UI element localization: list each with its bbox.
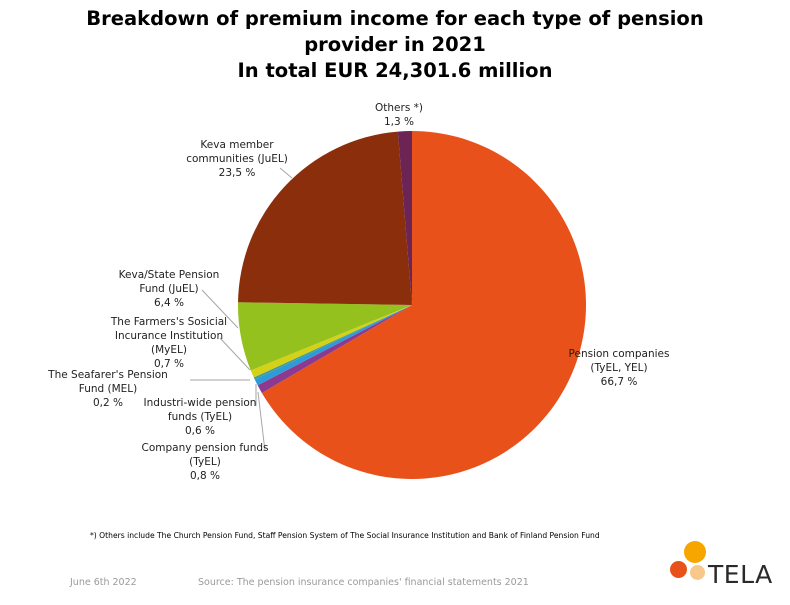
pie-slice-8 <box>397 131 412 305</box>
slice-label-4: The Seafarer's Pension Fund (MEL) 0,2 % <box>47 369 168 409</box>
pie-slice-6 <box>237 302 412 371</box>
slice-label-line: 0,2 % <box>93 397 123 409</box>
slice-label-line: (TyEL, YEL) <box>590 362 647 374</box>
pie-slice-4 <box>253 305 412 380</box>
pie-slice-5 <box>250 305 412 378</box>
footer-date: June 6th 2022 <box>70 577 137 588</box>
slice-label-line: The Seafarer's Pension <box>47 369 168 381</box>
slice-label-line: 0,6 % <box>185 425 215 437</box>
slice-label-2: Company pension funds (TyEL) 0,8 % <box>141 442 268 482</box>
slice-label-line: Industri-wide pension <box>144 397 257 409</box>
logo-dot-light <box>690 565 705 580</box>
slice-label-line: 0,7 % <box>154 358 184 370</box>
logo-text: TELA <box>708 560 773 589</box>
slice-label-1: Pension companies (TyEL, YEL) 66,7 % <box>569 348 670 388</box>
slice-label-7: Keva member communities (JuEL) 23,5 % <box>186 139 288 179</box>
logo-dot-red <box>670 561 687 578</box>
slice-label-8: Others *) 1,3 % <box>375 102 423 128</box>
slice-label-line: Fund (JuEL) <box>139 283 198 295</box>
slice-label-line: The Farmers's Sosicial <box>110 316 227 328</box>
slice-label-6: Keva/State Pension Fund (JuEL) 6,4 % <box>119 269 220 309</box>
pie-slice-7 <box>238 131 412 305</box>
slice-label-line: Keva/State Pension <box>119 269 220 281</box>
pie-slice-3 <box>254 305 412 386</box>
slice-label-line: Keva member <box>200 139 274 151</box>
slice-label-line: (TyEL) <box>189 456 221 468</box>
slice-labels: Pension companies (TyEL, YEL) 66,7 % Compan… <box>47 102 669 482</box>
slice-label-line: funds (TyEL) <box>168 411 232 423</box>
logo-dot-orange <box>684 541 706 563</box>
chart-title: Breakdown of premium income for each typ… <box>0 6 790 84</box>
leader-line-2 <box>257 391 266 452</box>
pie-slice-1 <box>261 131 587 479</box>
leader-line-5 <box>219 337 251 371</box>
slice-label-line: 1,3 % <box>384 116 414 128</box>
title-line-3: In total EUR 24,301.6 million <box>237 59 553 82</box>
slice-label-line: 23,5 % <box>219 167 256 179</box>
slice-label-line: Incurance Institution <box>115 330 223 342</box>
slice-label-line: (MyEL) <box>151 344 187 356</box>
slice-label-line: Pension companies <box>569 348 670 360</box>
slice-label-line: Company pension funds <box>141 442 268 454</box>
slice-label-line: 66,7 % <box>601 376 638 388</box>
footnote: *) Others include The Church Pension Fun… <box>90 531 600 540</box>
pie-slice-2 <box>257 305 412 393</box>
leader-line-6 <box>201 289 239 329</box>
pie-chart: Pension companies (TyEL, YEL) 66,7 % Compan… <box>47 102 669 482</box>
title-line-2: provider in 2021 <box>304 33 486 56</box>
title-line-1: Breakdown of premium income for each typ… <box>86 7 704 30</box>
leader-lines <box>190 167 293 452</box>
slice-label-line: 6,4 % <box>154 297 184 309</box>
slice-label-line: Fund (MEL) <box>79 383 138 395</box>
leader-line-7 <box>279 167 293 179</box>
slice-label-line: communities (JuEL) <box>186 153 288 165</box>
slice-label-line: 0,8 % <box>190 470 220 482</box>
slice-label-3: Industri-wide pension funds (TyEL) 0,6 % <box>144 397 257 437</box>
slice-label-line: Others *) <box>375 102 423 114</box>
pie-slices <box>237 131 587 479</box>
slice-label-5: The Farmers's Sosicial Incurance Institut… <box>110 316 227 370</box>
tela-logo: TELA <box>668 541 778 597</box>
footer-source: Source: The pension insurance companies'… <box>198 577 529 588</box>
